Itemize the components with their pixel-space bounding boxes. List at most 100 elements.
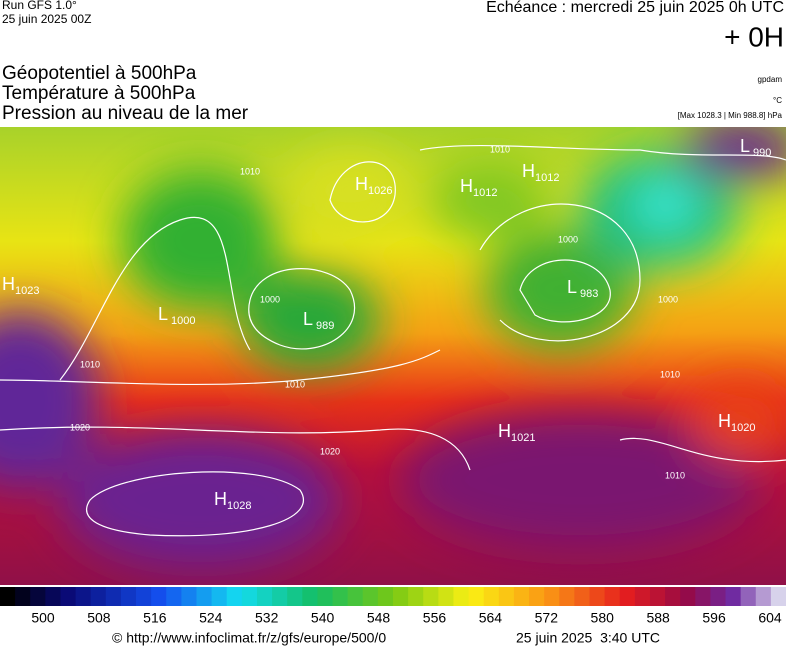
center-letter: H <box>522 161 535 181</box>
colorbar-swatch <box>725 587 742 606</box>
center-letter: L <box>567 277 577 297</box>
legend-line: Pression au niveau de la mer <box>2 103 249 124</box>
colorbar-swatch <box>181 587 197 606</box>
colorbar-swatch <box>317 587 334 606</box>
colorbar-swatch <box>332 587 349 606</box>
colorbar-label: 564 <box>479 610 503 626</box>
center-letter: H <box>355 174 368 194</box>
colorbar-label: 588 <box>646 610 670 626</box>
colorbar-swatch <box>513 587 530 606</box>
colorbar-swatch <box>649 587 666 606</box>
colorbar-swatch <box>362 587 379 606</box>
colorbar-swatch <box>453 587 470 606</box>
colorbar-swatch <box>393 587 409 606</box>
unit-geopotential: gpdam <box>758 75 783 84</box>
forecast-hour: + 0H <box>724 21 784 52</box>
colorbar-swatch <box>770 587 786 606</box>
isobar-label: 1020 <box>320 446 340 456</box>
colorbar-swatch <box>619 587 636 606</box>
center-value: 1000 <box>171 315 195 327</box>
center-value: 1026 <box>368 185 392 197</box>
isobar-label: 1010 <box>490 144 510 154</box>
colorbar-swatch <box>0 587 16 606</box>
center-value: 990 <box>753 147 771 159</box>
isobar-label: 1010 <box>285 379 305 389</box>
isobar-label: 1010 <box>80 359 100 369</box>
colorbar-swatch <box>574 587 590 606</box>
isobar-label: 1000 <box>558 234 578 244</box>
colorbar-label: 532 <box>255 610 279 626</box>
colorbar-swatch <box>272 587 288 606</box>
center-letter: H <box>460 176 473 196</box>
colorbar-swatch <box>423 587 439 606</box>
colorbar-swatch <box>408 587 424 606</box>
colorbar-label: 572 <box>535 610 559 626</box>
colorbar-swatch <box>136 587 152 606</box>
colorbar-swatch <box>483 587 500 606</box>
center-value: 989 <box>316 320 334 332</box>
center-value: 1023 <box>15 285 39 297</box>
colorbar-label: 604 <box>758 610 782 626</box>
colorbar-label: 596 <box>702 610 726 626</box>
colorbar-swatch <box>755 587 772 606</box>
center-value: 1021 <box>511 432 535 444</box>
run-date: 25 juin 2025 00Z <box>2 12 91 26</box>
center-letter: L <box>303 309 313 329</box>
isobar-label: 1010 <box>240 166 260 176</box>
colorbar-label: 524 <box>199 610 223 626</box>
colorbar-swatch <box>529 587 545 606</box>
colorbar-swatch <box>166 587 182 606</box>
colorbar-swatch <box>302 587 318 606</box>
map-field <box>0 127 786 585</box>
colorbar-swatch <box>226 587 243 606</box>
colorbar-swatch <box>211 587 228 606</box>
center-letter: H <box>498 421 511 441</box>
center-letter: L <box>740 136 750 156</box>
colorbar-swatch <box>256 587 273 606</box>
colorbar-swatch <box>680 587 696 606</box>
unit-temperature: °C <box>773 96 782 105</box>
colorbar-swatch <box>287 587 303 606</box>
pressure-range: [Max 1028.3 | Min 988.8] hPa <box>678 111 783 120</box>
colorbar-swatch <box>90 587 107 606</box>
colorbar-swatch <box>75 587 92 606</box>
colorbar: 500 508 516 524 532 540 548 556 564 572 580 588 596 6… <box>0 587 786 626</box>
colorbar-swatch <box>347 587 364 606</box>
colorbar-swatch <box>498 587 515 606</box>
colorbar-swatch <box>15 587 31 606</box>
colorbar-swatch <box>634 587 651 606</box>
isobar-label: 1000 <box>260 294 280 304</box>
colorbar-swatch <box>710 587 727 606</box>
center-letter: H <box>718 411 731 431</box>
colorbar-swatch <box>695 587 711 606</box>
center-value: 983 <box>580 288 598 300</box>
center-value: 1012 <box>473 187 497 199</box>
isobars <box>0 144 786 537</box>
legend-line: Géopotentiel à 500hPa <box>2 63 197 84</box>
colorbar-swatch <box>196 587 213 606</box>
colorbar-swatch <box>438 587 454 606</box>
footer-url: © http://www.infoclimat.fr/z/gfs/europe/… <box>112 630 386 646</box>
colorbar-swatch <box>665 587 681 606</box>
colorbar-swatch <box>740 587 757 606</box>
colorbar-swatch <box>604 587 621 606</box>
colorbar-label: 580 <box>591 610 615 626</box>
colorbar-swatch <box>30 587 46 606</box>
colorbar-swatch <box>105 587 122 606</box>
colorbar-label: 556 <box>423 610 447 626</box>
isobar-label: 1000 <box>658 294 678 304</box>
center-letter: L <box>158 304 168 324</box>
colorbar-swatch <box>589 587 606 606</box>
colorbar-swatch <box>544 587 560 606</box>
forecast-time: Echéance : mercredi 25 juin 2025 0h UTC <box>486 0 784 16</box>
colorbar-swatch <box>45 587 61 606</box>
colorbar-swatch <box>60 587 77 606</box>
colorbar-swatch <box>241 587 258 606</box>
legend-line: Température à 500hPa <box>2 83 196 104</box>
footer-time: 25 juin 2025 3:40 UTC <box>516 630 660 646</box>
center-letter: H <box>2 274 15 294</box>
colorbar-swatch <box>559 587 575 606</box>
center-value: 1012 <box>535 172 559 184</box>
